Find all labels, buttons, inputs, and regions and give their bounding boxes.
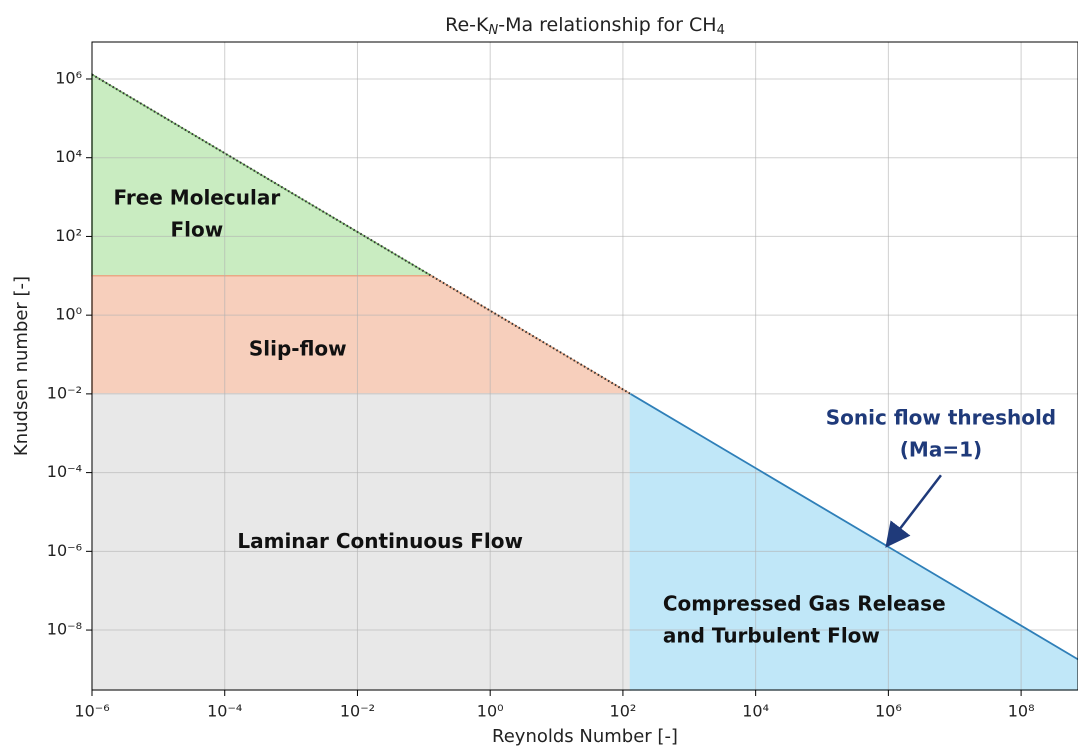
y-tick-label: 10⁻⁶ <box>47 541 82 560</box>
x-axis-label: Reynolds Number [-] <box>492 726 678 747</box>
annotation-text: (Ma=1) <box>900 438 982 462</box>
y-tick-label: 10⁶ <box>55 68 82 87</box>
region-label: Free Molecular <box>113 186 280 210</box>
threshold-line <box>91 73 631 395</box>
region-label: and Turbulent Flow <box>663 623 880 647</box>
region-label: Laminar Continuous Flow <box>237 529 523 553</box>
region-label: Flow <box>170 218 223 242</box>
plot-frame <box>91 41 1078 691</box>
x-tick-label: 10⁶ <box>875 702 902 721</box>
title-part: Re-K <box>445 14 489 36</box>
y-tick-label: 10⁰ <box>55 305 82 324</box>
title-sub: 4 <box>717 23 725 38</box>
threshold-line <box>630 393 1078 661</box>
y-tick-label: 10⁻² <box>47 383 82 402</box>
title-part: -Ma relationship for CH <box>498 14 716 36</box>
y-tick-label: 10⁻⁴ <box>47 462 82 481</box>
x-tick-label: 10⁻⁴ <box>207 702 242 721</box>
x-tick-label: 10⁻² <box>340 702 375 721</box>
annotation-text: Sonic flow threshold <box>826 406 1056 430</box>
x-tick-label: 10⁻⁶ <box>74 702 109 721</box>
region-label: Slip-flow <box>249 337 347 361</box>
chart-title: Re-KN-Ma relationship for CH4 <box>445 14 725 38</box>
region-label: Compressed Gas Release <box>663 591 946 615</box>
x-tick-label: 10⁴ <box>742 702 769 721</box>
x-tick-label: 10² <box>610 702 637 721</box>
y-tick-label: 10⁻⁸ <box>47 620 82 639</box>
annotation-arrow <box>885 474 942 548</box>
title-sub: N <box>488 23 498 38</box>
y-tick-label: 10² <box>55 226 82 245</box>
y-axis-label: Knudsen number [-] <box>11 276 32 456</box>
x-tick-label: 10⁸ <box>1008 702 1035 721</box>
region-area <box>91 275 634 395</box>
x-tick-label: 10⁰ <box>477 702 504 721</box>
y-tick-label: 10⁴ <box>55 147 82 166</box>
